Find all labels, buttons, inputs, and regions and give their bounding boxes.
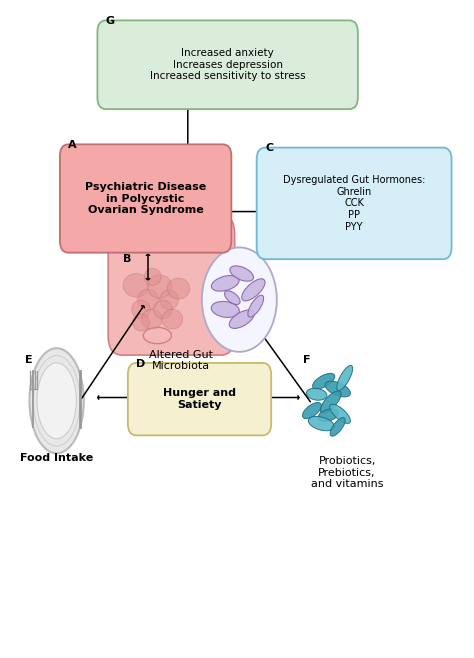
Text: G: G	[106, 16, 115, 26]
Text: A: A	[68, 140, 77, 150]
Ellipse shape	[248, 295, 264, 317]
Ellipse shape	[330, 404, 350, 424]
Ellipse shape	[143, 328, 172, 343]
Text: B: B	[123, 254, 131, 264]
Ellipse shape	[133, 314, 149, 331]
Ellipse shape	[147, 275, 172, 298]
Ellipse shape	[306, 388, 327, 400]
Ellipse shape	[330, 418, 345, 436]
Text: Altered Gut
Microbiota: Altered Gut Microbiota	[149, 350, 213, 372]
Ellipse shape	[230, 266, 254, 281]
Text: Probiotics,
Prebiotics,
and vitamins: Probiotics, Prebiotics, and vitamins	[311, 456, 383, 490]
Ellipse shape	[302, 403, 321, 418]
FancyBboxPatch shape	[257, 147, 452, 259]
Ellipse shape	[325, 381, 350, 397]
Ellipse shape	[309, 417, 334, 431]
Ellipse shape	[318, 409, 338, 421]
Text: Hunger and
Satiety: Hunger and Satiety	[163, 388, 236, 410]
Ellipse shape	[167, 278, 190, 299]
FancyBboxPatch shape	[128, 363, 271, 436]
FancyBboxPatch shape	[97, 20, 358, 109]
Text: Psychiatric Disease
in Polycystic
Ovarian Syndrome: Psychiatric Disease in Polycystic Ovaria…	[85, 182, 206, 215]
Ellipse shape	[154, 300, 173, 318]
Ellipse shape	[160, 290, 178, 309]
Text: F: F	[302, 355, 310, 365]
Ellipse shape	[162, 309, 182, 329]
Ellipse shape	[29, 348, 84, 453]
Ellipse shape	[320, 391, 341, 413]
Ellipse shape	[312, 373, 335, 389]
FancyBboxPatch shape	[60, 144, 231, 253]
Text: Food Intake: Food Intake	[20, 453, 93, 463]
Ellipse shape	[141, 309, 162, 329]
Ellipse shape	[123, 274, 149, 297]
Ellipse shape	[229, 310, 254, 328]
Text: Increased anxiety
Increases depression
Increased sensitivity to stress: Increased anxiety Increases depression I…	[150, 48, 305, 82]
Ellipse shape	[337, 365, 353, 390]
Circle shape	[202, 247, 277, 352]
Ellipse shape	[211, 276, 239, 291]
Ellipse shape	[211, 301, 239, 317]
Ellipse shape	[33, 355, 80, 446]
Text: E: E	[25, 355, 32, 365]
FancyBboxPatch shape	[108, 215, 235, 355]
Text: C: C	[265, 143, 273, 153]
Ellipse shape	[225, 291, 240, 305]
Ellipse shape	[132, 300, 150, 318]
Ellipse shape	[144, 268, 161, 286]
Ellipse shape	[37, 363, 76, 439]
Ellipse shape	[137, 290, 158, 310]
Ellipse shape	[242, 279, 265, 301]
Text: Dysregulated Gut Hormones:
Ghrelin
CCK
PP
PYY: Dysregulated Gut Hormones: Ghrelin CCK P…	[283, 175, 425, 232]
Text: D: D	[137, 359, 146, 368]
